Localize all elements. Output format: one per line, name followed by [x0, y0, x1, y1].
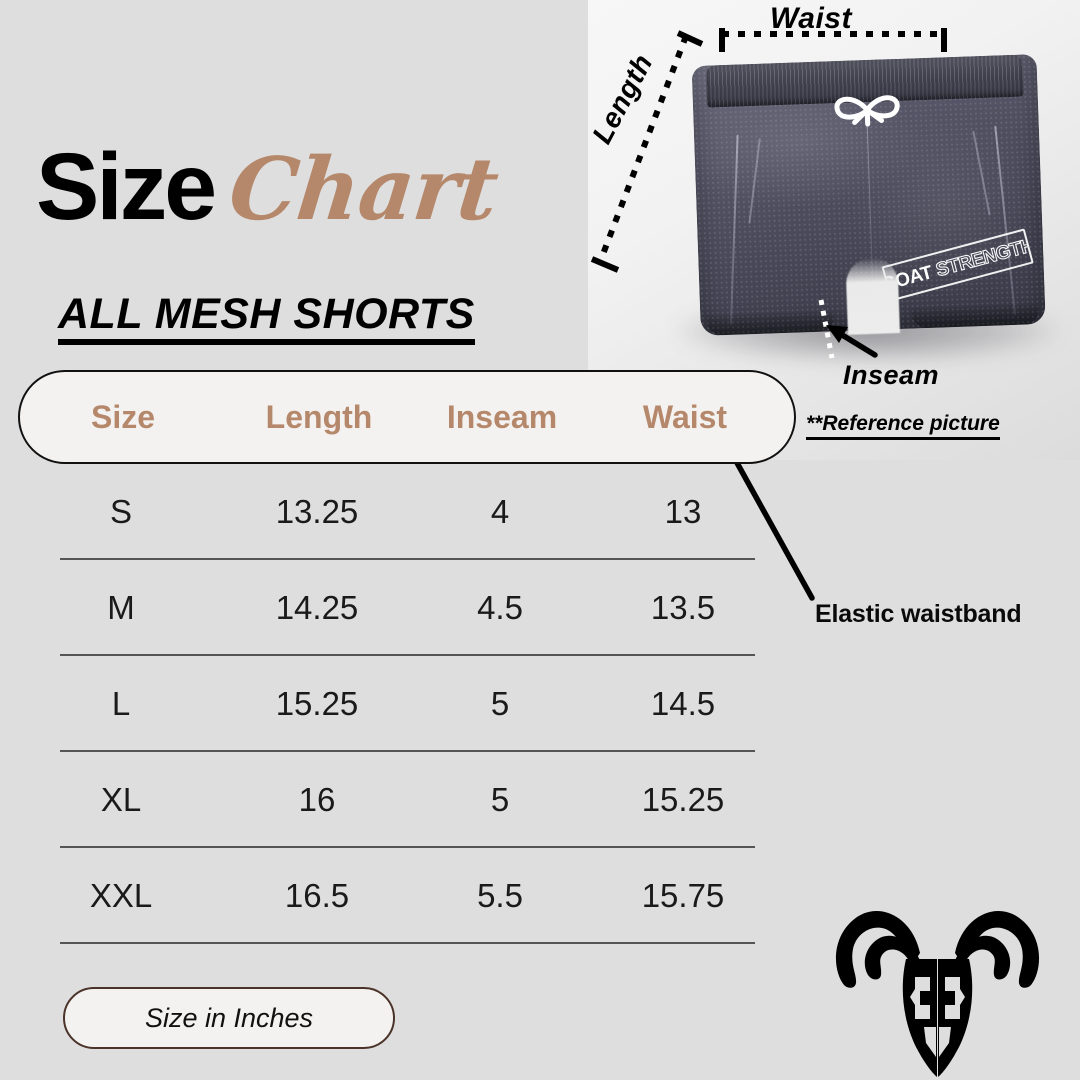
elastic-waistband-callout: Elastic waistband: [815, 600, 1022, 628]
right-hem: [911, 304, 1040, 329]
left-hem: [706, 311, 835, 336]
cell-inseam: 5.5: [477, 877, 523, 914]
units-badge-label: Size in Inches: [144, 1002, 314, 1033]
table-header-pill: Size Length Inseam Waist: [18, 370, 796, 464]
inseam-annotation-label: Inseam: [843, 360, 940, 390]
cell-length: 14.25: [275, 589, 359, 626]
title-word-size: Size: [36, 134, 217, 240]
cell-waist: 14.5: [650, 685, 716, 722]
reference-picture-note: **Reference picture: [806, 412, 1000, 440]
cell-size: XXL: [89, 877, 153, 914]
units-badge: Size in Inches: [63, 987, 395, 1049]
cell-length: 16.5: [284, 877, 350, 914]
cell-inseam: 4.5: [477, 589, 523, 626]
cell-waist: 15.25: [641, 781, 725, 818]
cell-size: L: [111, 685, 131, 722]
cell-length: 16: [298, 781, 336, 818]
cell-inseam: 5: [490, 781, 510, 818]
column-header-waist: Waist: [642, 398, 728, 435]
table-row: M 14.25 4.5 13.5: [18, 560, 796, 656]
cell-inseam: 5: [490, 685, 510, 722]
goat-head-logo-icon: [820, 885, 1055, 1080]
column-header-length: Length: [265, 398, 373, 435]
cell-inseam: 4: [490, 493, 510, 530]
table-row: XL 16 5 15.25: [18, 752, 796, 848]
drawstring-bow-icon: [821, 88, 914, 129]
size-table-body: S 13.25 4 13 M 14.25 4.5 13.5 L 15.25 5 …: [18, 464, 796, 944]
cell-size: S: [109, 493, 132, 530]
cell-waist: 13: [664, 493, 702, 530]
column-header-inseam: Inseam: [446, 398, 558, 435]
cell-waist: 15.75: [641, 877, 725, 914]
table-row: S 13.25 4 13: [18, 464, 796, 560]
crotch-cutout: [844, 257, 900, 335]
cell-size: M: [107, 589, 135, 626]
cell-size: XL: [100, 781, 142, 818]
column-header-size: Size: [90, 398, 156, 435]
title-word-chart: Chart: [224, 139, 503, 240]
cell-length: 15.25: [275, 685, 359, 722]
waist-annotation-label: Waist: [770, 2, 852, 35]
cell-waist: 13.5: [650, 589, 716, 626]
table-row: XXL 16.5 5.5 15.75: [18, 848, 796, 944]
page-subtitle: ALL MESH SHORTS: [58, 291, 475, 346]
page-title: Size Chart: [36, 134, 502, 240]
cell-length: 13.25: [275, 493, 359, 530]
shorts-graphic: GOAT STRENGTH: [691, 32, 1046, 349]
table-row: L 15.25 5 14.5: [18, 656, 796, 752]
